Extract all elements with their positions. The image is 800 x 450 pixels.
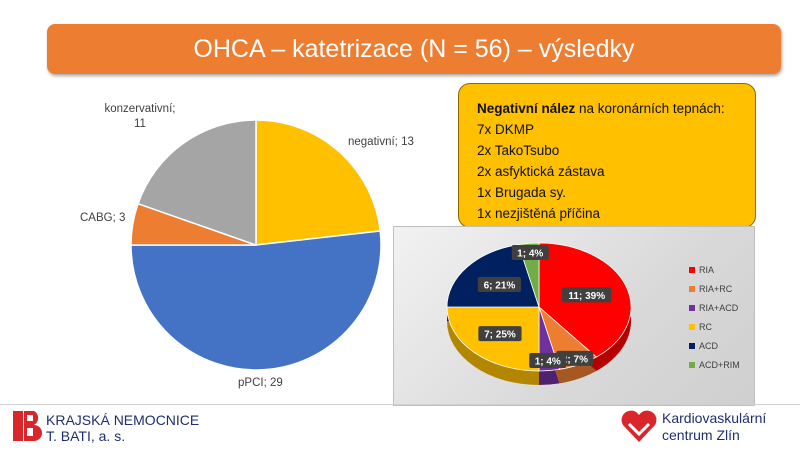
legend-label-ACD+RIM: ACD+RIM (699, 360, 740, 370)
results-pie-chart: negativní; 13 pPCI; 29 CABG; 3 konzervativn… (80, 103, 414, 389)
note-heading-row: Negativní nález na koronárních tepnách: (477, 98, 737, 119)
pie3d-label-ACD+RIM: 1; 4% (517, 248, 543, 259)
legend-label-RIA: RIA (699, 265, 714, 275)
pie-slice-pPCI (130, 230, 382, 371)
pie3d-label-ACD: 6; 21% (484, 281, 516, 292)
note-heading-rest: na koronárních tepnách: (575, 101, 725, 116)
title-banner: OHCA – katetrizace (N = 56) – výsledky (47, 24, 781, 74)
legend-swatch-RIA (689, 267, 695, 273)
cardio-logo-line1: Kardiovaskulární (662, 410, 767, 426)
note-line: 1x nezjištěná příčina (477, 206, 601, 221)
hospital-logo-line2: T. BATI, a. s. (46, 428, 126, 444)
heart-logo-icon (621, 410, 657, 442)
legend-swatch-ACD+RIM (689, 362, 695, 368)
pie-label-pPCI: pPCI; 29 (238, 377, 283, 389)
legend-label-RIA+ACD: RIA+ACD (699, 303, 739, 313)
note-line: 2x TakoTsubo (477, 143, 560, 158)
legend-label-ACD: ACD (699, 341, 719, 351)
note-line: 2x asfyktická zástava (477, 164, 605, 179)
pie3d-label-RIA: 11; 39% (568, 291, 605, 302)
pie3d-label-bg-RIA (562, 287, 612, 303)
hospital-logo-line1: KRAJSKÁ NEMOCNICE (46, 412, 200, 428)
note-line: 1x Brugada sy. (477, 185, 567, 200)
legend-swatch-RIA+RC (689, 286, 695, 292)
cardio-center-logo: Kardiovaskulární centrum Zlín (620, 408, 795, 448)
legend-swatch-ACD (689, 343, 695, 349)
legend-swatch-RC (689, 324, 695, 330)
negative-findings-note: Negativní nález na koronárních tepnách: … (458, 83, 756, 228)
legend-swatch-RIA+ACD (689, 305, 695, 311)
pie3d-label-bg-ACD (477, 277, 522, 293)
footer-divider (0, 404, 800, 405)
pie3d-label-RIA+ACD: 1; 4% (535, 357, 561, 368)
pie3d-label-bg-ACD+RIM (511, 244, 549, 260)
hospital-logo-icon (13, 411, 42, 441)
pie-label-konzervativní: konzervativní; (105, 103, 176, 115)
pie-slice-konzervativní (137, 119, 257, 247)
vessel-pie-chart: 11; 39%2; 7%1; 4%7; 25%6; 21%1; 4% RIARI… (446, 242, 740, 385)
legend-label-RIA+RC: RIA+RC (699, 284, 733, 294)
pie3d-label-bg-RIA+ACD (529, 353, 567, 369)
pie3d-label-bg-RC (478, 326, 522, 342)
pie-label-negativní: negativní; 13 (348, 136, 414, 148)
hospital-logo: KRAJSKÁ NEMOCNICE T. BATI, a. s. (12, 410, 242, 446)
legend-label-RC: RC (699, 322, 712, 332)
page-title: OHCA – katetrizace (N = 56) – výsledky (193, 34, 635, 63)
pie-label-CABG: CABG; 3 (80, 212, 125, 224)
vessel-pie-panel: 11; 39% 2; 7% 1; 4% 7; 25% 6; 21% 1; 4% RIA RI… (393, 226, 755, 406)
pie3d-label-RC: 7; 25% (484, 330, 516, 341)
pie-slice-negativní (255, 119, 382, 246)
note-line: 7x DKMP (477, 122, 535, 137)
note-heading: Negativní nález (477, 101, 576, 116)
cardio-logo-line2: centrum Zlín (662, 427, 740, 443)
pie3d-label-RIA+RC: 2; 7% (562, 354, 588, 365)
pie-label-konzervativní-value: 11 (134, 118, 146, 130)
